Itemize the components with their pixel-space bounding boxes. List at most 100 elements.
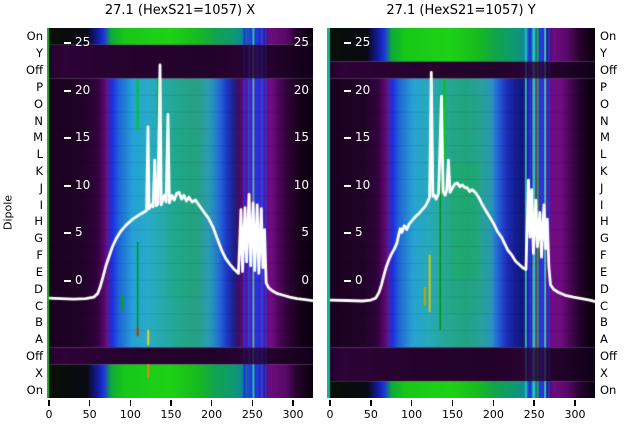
row-label-left: D xyxy=(34,281,43,296)
row-label-right: I xyxy=(600,197,604,212)
y-tick-dash xyxy=(64,232,71,235)
y-tick-label-inner: 10 xyxy=(355,177,371,192)
y-tick-dash xyxy=(64,280,71,282)
row-label-left: P xyxy=(36,79,43,94)
x-tick-label: 100 xyxy=(119,408,141,421)
y-tick-label-inner: 5 xyxy=(355,225,363,240)
row-label-left: G xyxy=(34,231,43,246)
row-label-right: On xyxy=(600,29,617,44)
row-label-right: Off xyxy=(600,63,617,78)
x-tick-mark xyxy=(292,400,294,406)
row-label-left: I xyxy=(39,197,43,212)
y-tick-label-inner-right: 20 xyxy=(293,82,309,97)
row-label-left: F xyxy=(36,248,43,263)
x-tick-label: 300 xyxy=(564,408,586,421)
x-tick-mark xyxy=(48,400,50,406)
x-tick-label: 100 xyxy=(401,408,423,421)
y-tick-label-inner-right: 25 xyxy=(293,35,309,49)
y-tick-label-inner: 25 xyxy=(355,35,371,49)
x-tick-mark xyxy=(329,400,331,406)
y-tick-label-inner-right: 10 xyxy=(293,177,309,192)
y-tick-dash xyxy=(344,184,351,187)
row-label-left: O xyxy=(33,96,43,111)
y-tick-dash xyxy=(64,89,71,92)
x-tick-mark xyxy=(451,400,454,406)
x-tick-mark xyxy=(210,400,213,406)
x-tick-label: 150 xyxy=(442,408,463,421)
y-tick-label-inner: 0 xyxy=(355,273,363,287)
y-tick-label-inner: 15 xyxy=(75,130,91,145)
x-tick-label: 200 xyxy=(482,408,504,421)
row-label-right: B xyxy=(600,315,608,330)
row-label-right: E xyxy=(600,264,608,279)
row-label-left: C xyxy=(34,298,43,313)
y-tick-dash xyxy=(344,232,351,235)
y-tick-dash xyxy=(344,280,351,282)
row-label-right: Off xyxy=(600,348,617,363)
y-tick-dash xyxy=(344,42,351,44)
row-label-left: On xyxy=(26,382,43,397)
row-label-right: N xyxy=(600,113,609,128)
x-tick-label: 250 xyxy=(241,408,263,421)
y-tick-label-inner: 0 xyxy=(75,273,83,287)
row-label-left: H xyxy=(34,214,43,229)
row-label-left: N xyxy=(34,113,43,128)
row-label-right: J xyxy=(600,180,604,195)
row-label-left: K xyxy=(35,163,43,178)
row-label-right: G xyxy=(600,231,609,246)
x-tick-mark xyxy=(533,400,535,406)
row-label-right: C xyxy=(600,298,609,313)
y-tick-label-inner: 20 xyxy=(75,82,91,97)
x-tick-mark xyxy=(370,400,372,406)
y-tick-dash xyxy=(344,137,351,140)
x-tick-mark xyxy=(129,400,132,406)
heatmap-panel-y xyxy=(327,28,595,398)
y-tick-label-inner-right: 5 xyxy=(301,225,309,240)
y-tick-label-inner-right: 15 xyxy=(293,130,309,145)
row-label-right: F xyxy=(600,248,607,263)
panel-y-title: 27.1 (HexS21=1057) Y xyxy=(386,3,536,18)
x-tick-label: 50 xyxy=(82,408,97,421)
row-label-left: Off xyxy=(26,63,43,78)
y-tick-dash xyxy=(344,89,351,92)
row-label-right: D xyxy=(600,281,609,296)
panel-x-title: 27.1 (HexS21=1057) X xyxy=(104,3,256,18)
row-label-right: X xyxy=(600,365,608,380)
x-tick-label: 300 xyxy=(282,408,304,421)
y-tick-dash xyxy=(64,137,71,140)
row-label-left: On xyxy=(26,29,43,44)
x-tick-mark xyxy=(251,400,254,406)
x-tick-label: 50 xyxy=(363,408,378,421)
row-label-left: L xyxy=(36,147,43,162)
row-label-right: A xyxy=(600,332,608,347)
x-tick-mark xyxy=(88,400,91,406)
row-label-right: M xyxy=(600,130,610,145)
row-label-left: Off xyxy=(26,348,43,363)
row-label-right: O xyxy=(600,96,610,111)
y-tick-label-inner: 15 xyxy=(355,130,371,145)
y-tick-dash xyxy=(64,42,71,44)
x-tick-mark xyxy=(410,400,413,406)
y-tick-dash xyxy=(64,184,71,187)
row-label-right: K xyxy=(600,163,608,178)
row-label-left: J xyxy=(39,180,43,195)
y-tick-label-inner: 20 xyxy=(355,82,371,97)
row-label-left: M xyxy=(33,130,43,145)
x-tick-mark xyxy=(492,400,495,406)
row-label-left: X xyxy=(35,365,43,380)
row-label-left: E xyxy=(35,264,43,279)
row-label-right: On xyxy=(600,382,617,397)
y-tick-label-inner: 25 xyxy=(75,35,91,49)
row-label-right: L xyxy=(600,147,607,162)
heatmap-panel-x xyxy=(47,28,313,398)
row-label-right: H xyxy=(600,214,609,229)
x-tick-mark xyxy=(574,400,576,406)
row-label-right: P xyxy=(600,79,607,94)
x-tick-label: 150 xyxy=(160,408,182,421)
row-label-left: Y xyxy=(35,46,43,61)
y-tick-label-inner-right: 0 xyxy=(301,273,309,287)
row-label-right: Y xyxy=(600,46,608,61)
x-tick-label: 0 xyxy=(326,408,334,421)
y-tick-label-inner: 10 xyxy=(75,177,91,192)
